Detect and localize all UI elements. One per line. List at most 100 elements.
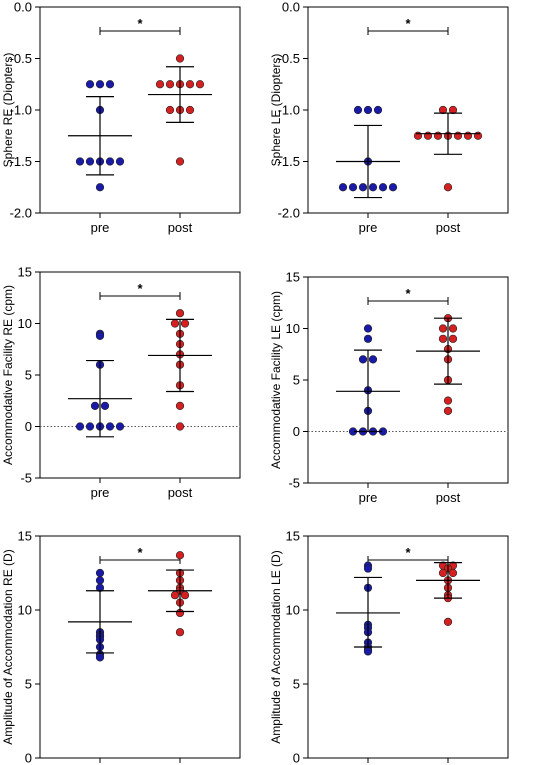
data-point-post: [165, 80, 175, 89]
chart-panel-6: 151050prepostAmplitude of Accommodation …: [269, 529, 509, 765]
data-point-pre: [363, 647, 373, 656]
data-point-pre: [363, 334, 373, 343]
significance-marker: *: [137, 545, 143, 560]
y-tick-label: 10: [18, 316, 32, 331]
y-axis-label: Sphere RE (Diopters): [1, 53, 15, 168]
data-point-pre: [378, 183, 388, 192]
data-point-post: [448, 334, 458, 343]
data-point-pre: [100, 401, 110, 411]
plot-frame: [39, 6, 241, 214]
data-point-pre: [95, 80, 105, 89]
data-point-pre: [95, 576, 105, 585]
y-tick-label: 10: [286, 321, 300, 336]
data-point-pre: [105, 422, 115, 431]
data-point-post: [170, 591, 180, 600]
data-point-pre: [105, 157, 115, 166]
significance-marker: *: [137, 16, 143, 31]
data-point-post: [443, 396, 453, 405]
data-point-pre: [368, 355, 378, 364]
data-point-pre: [388, 183, 398, 192]
data-point-post: [438, 324, 448, 333]
data-point-post: [448, 324, 458, 333]
y-tick-label: 5: [293, 373, 300, 388]
data-point-post: [443, 617, 453, 626]
data-point-post: [175, 628, 185, 637]
y-tick-label: -1.0: [278, 103, 300, 118]
data-point-pre: [95, 568, 105, 578]
data-point-post: [165, 105, 175, 115]
y-axis-label: Accommodative Facility RE (cpm): [1, 285, 15, 465]
y-tick-label: 5: [293, 677, 300, 692]
plot-frame: [307, 535, 509, 759]
data-point-post: [170, 319, 180, 328]
x-tick-label-pre: pre: [91, 220, 110, 235]
y-tick-label: 15: [18, 265, 32, 280]
significance-marker: *: [137, 281, 143, 296]
y-tick-label: -1.5: [278, 154, 300, 169]
y-tick-label: 15: [286, 529, 300, 544]
x-tick-label-pre: pre: [359, 490, 378, 505]
y-tick-label: 0: [293, 424, 300, 439]
data-point-post: [443, 183, 453, 192]
data-point-pre: [75, 157, 85, 166]
data-point-pre: [85, 422, 95, 431]
data-point-post: [185, 105, 195, 115]
x-tick-label-post: post: [168, 485, 193, 500]
data-point-pre: [115, 422, 125, 431]
y-tick-label: 15: [286, 270, 300, 285]
data-point-pre: [90, 401, 100, 411]
data-point-pre: [353, 105, 363, 115]
data-point-pre: [373, 105, 383, 115]
data-point-pre: [85, 157, 95, 166]
y-tick-label: -0.5: [278, 51, 300, 66]
y-axis-label: Sphere LE (Diopters): [269, 54, 283, 167]
y-tick-label: 15: [18, 529, 32, 544]
y-tick-label: 5: [25, 677, 32, 692]
data-point-post: [175, 54, 185, 63]
x-tick-label-pre: pre: [359, 220, 378, 235]
plot-frame: [307, 276, 509, 484]
x-tick-label-post: post: [168, 220, 193, 235]
data-point-post: [175, 401, 185, 411]
data-point-post: [438, 568, 448, 578]
y-tick-label: -1.5: [10, 154, 32, 169]
chart-panel-1: 0.0 -0.5 -1.0 -1.5 -2.0 pre post Sphere RE (Dio…: [1, 0, 241, 235]
y-tick-label: 0.0: [14, 0, 32, 15]
data-point-post: [185, 80, 195, 89]
y-tick-label: -2.0: [278, 206, 300, 221]
chart-panel-3: 15 10 5 0 -5 pre post Accommodative Facility RE…: [1, 265, 241, 500]
data-point-post: [155, 80, 165, 89]
y-tick-label: 10: [286, 603, 300, 618]
y-tick-label: -1.0: [10, 103, 32, 118]
significance-marker: *: [405, 545, 411, 560]
y-tick-label: -5: [288, 476, 300, 491]
y-axis-label: Amplitude of Accommodation RE (D): [1, 549, 15, 744]
data-point-post: [180, 591, 190, 600]
x-tick-label-post: post: [436, 490, 461, 505]
data-point-post: [448, 105, 458, 115]
plot-frame: [39, 535, 241, 759]
y-tick-label: 0: [25, 419, 32, 434]
data-point-post: [180, 319, 190, 328]
data-point-pre: [363, 105, 373, 115]
data-point-pre: [95, 183, 105, 192]
y-tick-label: -2.0: [10, 206, 32, 221]
data-point-pre: [358, 183, 368, 192]
data-point-pre: [75, 422, 85, 431]
data-point-pre: [363, 564, 373, 573]
chart-panel-2: 0.0 -0.5 -1.0 -1.5 -2.0 pre post Sphere LE (Dio…: [269, 0, 509, 235]
x-tick-label-pre: pre: [91, 485, 110, 500]
data-point-post: [175, 422, 185, 431]
chart-panel-4: 15 10 5 0 -5 pre post Accommodative Facility LE…: [269, 270, 509, 505]
data-point-pre: [105, 80, 115, 89]
y-tick-label: 0: [25, 751, 32, 765]
y-tick-label: -0.5: [10, 51, 32, 66]
data-point-post: [438, 105, 448, 115]
y-axis-label: Accommodative Facility LE (cpm): [269, 291, 283, 469]
data-point-post: [175, 309, 185, 318]
data-point-post: [195, 80, 205, 89]
y-tick-label: 5: [25, 368, 32, 383]
data-point-pre: [368, 183, 378, 192]
data-point-post: [438, 334, 448, 343]
